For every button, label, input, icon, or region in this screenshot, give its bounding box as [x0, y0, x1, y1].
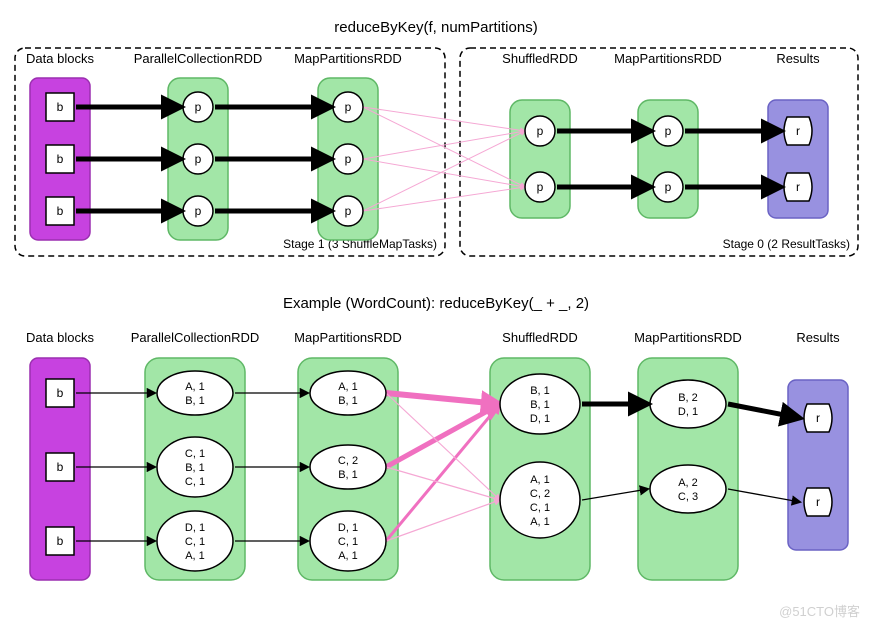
- svg-text:b: b: [57, 534, 64, 548]
- svg-text:b: b: [57, 100, 64, 114]
- svg-text:reduceByKey(f, numPartitions): reduceByKey(f, numPartitions): [334, 19, 537, 36]
- svg-text:B, 1: B, 1: [185, 395, 205, 407]
- svg-text:B, 2: B, 2: [678, 392, 698, 404]
- svg-text:r: r: [796, 124, 800, 138]
- svg-text:B, 1: B, 1: [338, 469, 358, 481]
- svg-text:Results: Results: [776, 51, 820, 66]
- svg-text:p: p: [345, 204, 352, 218]
- svg-text:C, 1: C, 1: [185, 536, 205, 548]
- svg-text:r: r: [816, 411, 820, 425]
- svg-text:ShuffledRDD: ShuffledRDD: [502, 330, 578, 345]
- svg-text:b: b: [57, 386, 64, 400]
- svg-text:A, 1: A, 1: [338, 550, 358, 562]
- svg-text:p: p: [195, 100, 202, 114]
- svg-text:p: p: [665, 124, 672, 138]
- svg-text:b: b: [57, 460, 64, 474]
- svg-text:C, 1: C, 1: [338, 536, 358, 548]
- svg-text:D, 1: D, 1: [338, 522, 358, 534]
- svg-text:C, 2: C, 2: [530, 488, 550, 500]
- svg-text:C, 1: C, 1: [185, 448, 205, 460]
- svg-text:Results: Results: [796, 330, 840, 345]
- svg-text:p: p: [345, 152, 352, 166]
- svg-text:MapPartitionsRDD: MapPartitionsRDD: [634, 330, 742, 345]
- svg-text:A, 1: A, 1: [338, 381, 358, 393]
- svg-text:C, 1: C, 1: [185, 476, 205, 488]
- svg-text:C, 1: C, 1: [530, 502, 550, 514]
- svg-text:A, 1: A, 1: [530, 516, 550, 528]
- svg-text:A, 2: A, 2: [678, 477, 698, 489]
- svg-text:p: p: [665, 180, 672, 194]
- svg-text:MapPartitionsRDD: MapPartitionsRDD: [294, 330, 402, 345]
- svg-text:p: p: [195, 152, 202, 166]
- svg-text:B, 1: B, 1: [530, 399, 550, 411]
- svg-text:b: b: [57, 152, 64, 166]
- svg-text:ShuffledRDD: ShuffledRDD: [502, 51, 578, 66]
- svg-text:A, 1: A, 1: [185, 381, 205, 393]
- svg-text:Data blocks: Data blocks: [26, 51, 94, 66]
- svg-text:B, 1: B, 1: [338, 395, 358, 407]
- watermark: @51CTO博客: [779, 601, 860, 620]
- svg-text:D, 1: D, 1: [185, 522, 205, 534]
- svg-text:D, 1: D, 1: [530, 413, 550, 425]
- svg-text:C, 2: C, 2: [338, 455, 358, 467]
- svg-text:Example (WordCount): reduceByK: Example (WordCount): reduceByKey(_ + _, …: [283, 295, 589, 312]
- svg-text:p: p: [537, 124, 544, 138]
- svg-text:MapPartitionsRDD: MapPartitionsRDD: [614, 51, 722, 66]
- svg-text:ParallelCollectionRDD: ParallelCollectionRDD: [131, 330, 260, 345]
- svg-text:A, 1: A, 1: [185, 550, 205, 562]
- svg-text:p: p: [345, 100, 352, 114]
- svg-text:b: b: [57, 204, 64, 218]
- svg-text:B, 1: B, 1: [185, 462, 205, 474]
- svg-text:B, 1: B, 1: [530, 385, 550, 397]
- svg-text:p: p: [537, 180, 544, 194]
- svg-text:Data blocks: Data blocks: [26, 330, 94, 345]
- svg-text:r: r: [796, 180, 800, 194]
- svg-text:ParallelCollectionRDD: ParallelCollectionRDD: [134, 51, 263, 66]
- svg-text:C, 3: C, 3: [678, 491, 698, 503]
- svg-text:MapPartitionsRDD: MapPartitionsRDD: [294, 51, 402, 66]
- diagram-svg: reduceByKey(f, numPartitions)Stage 1 (3 …: [0, 0, 872, 628]
- svg-text:Stage 0 (2 ResultTasks): Stage 0 (2 ResultTasks): [723, 237, 850, 251]
- svg-text:p: p: [195, 204, 202, 218]
- svg-text:r: r: [816, 495, 820, 509]
- svg-text:A, 1: A, 1: [530, 474, 550, 486]
- svg-text:D, 1: D, 1: [678, 406, 698, 418]
